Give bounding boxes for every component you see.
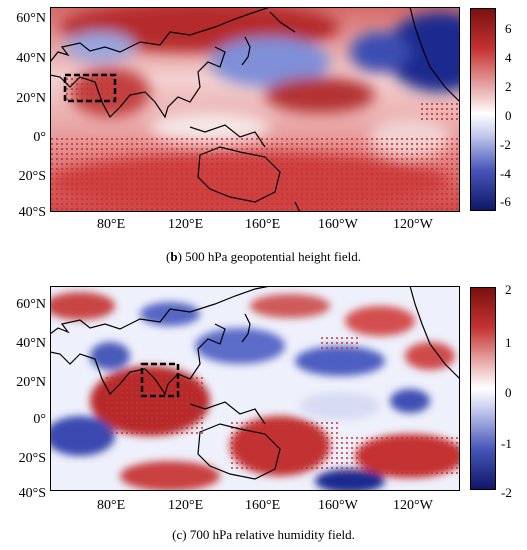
lat-label: 20°S: [18, 169, 46, 184]
lon-label: 160°W: [318, 498, 358, 513]
lat-label: 40°S: [18, 486, 46, 501]
colorbar-label: -1: [501, 436, 512, 451]
caption-c: (c) 700 hPa relative humidity field.: [172, 527, 355, 542]
lat-label: 60°N: [16, 297, 46, 312]
lon-label: 160°W: [318, 217, 358, 232]
map-c: [50, 286, 460, 491]
lat-label: 0°: [33, 130, 46, 145]
lon-label: 160°E: [245, 217, 281, 232]
lon-label: 160°E: [245, 498, 281, 513]
colorbar-label: 1: [505, 335, 512, 350]
colorbar-label: 6: [505, 21, 512, 36]
lat-label: 20°N: [16, 91, 46, 106]
map-b: [50, 7, 460, 212]
lon-label: 120°E: [168, 217, 204, 232]
lat-label: 40°S: [18, 205, 46, 220]
colorbar-label: 4: [505, 50, 512, 65]
colorbar-label: -4: [500, 166, 511, 181]
colorbar-label: 2: [505, 79, 512, 94]
lat-label: 40°N: [16, 336, 46, 351]
lon-label: 80°E: [97, 498, 126, 513]
colorbar-c: [470, 287, 496, 490]
panel-c: 60°N 40°N 20°N 0° 20°S 40°S 80°E 120°E 1…: [0, 280, 527, 550]
lon-label: 120°W: [393, 498, 433, 513]
lat-label: 40°N: [16, 51, 46, 66]
colorbar-label: 0: [505, 385, 512, 400]
lon-label: 120°W: [393, 217, 433, 232]
lon-label: 120°E: [168, 498, 204, 513]
panel-b: 60°N 40°N 20°N 0° 20°S 40°S 80°E 120°E 1…: [16, 7, 512, 264]
caption-b: (b) 500 hPa geopotential height field.: [166, 249, 361, 264]
caption-letter: b: [170, 249, 178, 264]
colorbar-label: -2: [501, 485, 512, 500]
colorbar-label: -2: [500, 137, 511, 152]
colorbar-label: -6: [500, 194, 511, 209]
lon-label: 80°E: [97, 217, 126, 232]
lat-label: 20°N: [16, 375, 46, 390]
colorbar-label: 0: [505, 108, 512, 123]
caption-text: 500 hPa geopotential height field.: [181, 249, 361, 264]
lat-label: 60°N: [16, 11, 46, 26]
colorbar-label: 2: [505, 282, 512, 297]
lat-label: 20°S: [18, 451, 46, 466]
lat-label: 0°: [33, 412, 46, 427]
colorbar-b: [470, 8, 496, 211]
